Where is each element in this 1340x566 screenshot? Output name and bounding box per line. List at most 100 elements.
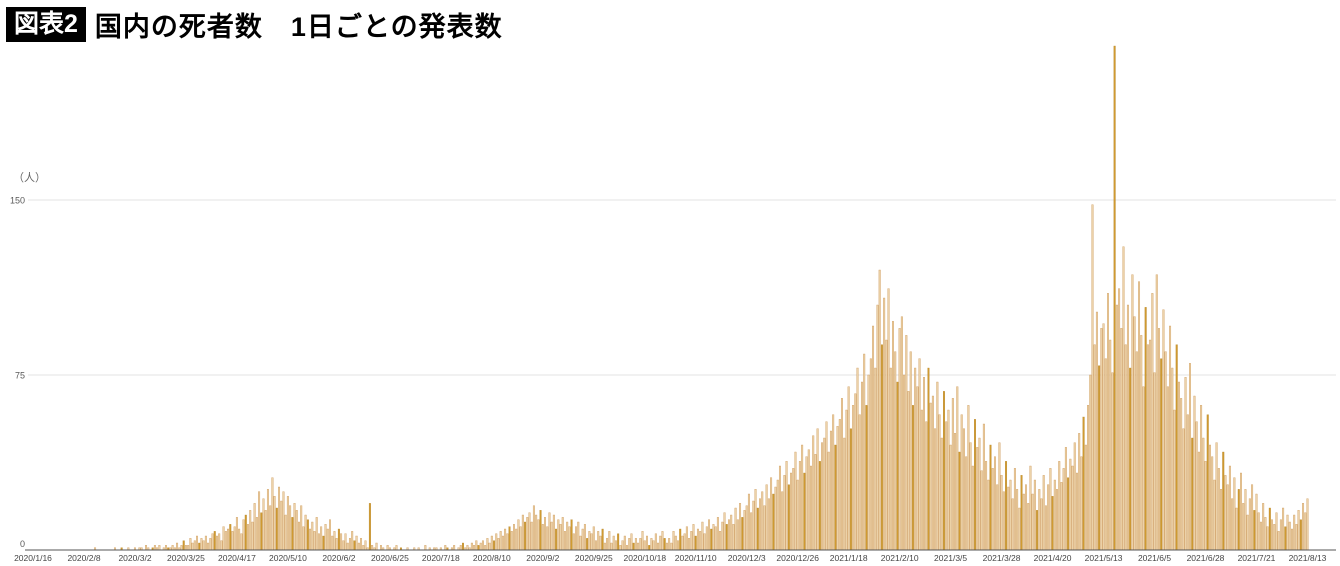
bar	[1182, 428, 1185, 551]
bar	[515, 528, 518, 551]
bar	[1118, 288, 1121, 551]
bar	[240, 533, 243, 551]
bar	[317, 533, 320, 551]
bar	[610, 542, 613, 551]
bar	[878, 269, 881, 551]
bar	[331, 535, 334, 551]
bar	[1109, 339, 1112, 551]
bar	[1284, 526, 1287, 551]
bar	[470, 542, 473, 551]
bar	[672, 531, 675, 551]
bar	[309, 528, 312, 551]
bar	[1033, 479, 1036, 551]
bar	[1290, 528, 1293, 551]
bar	[286, 496, 289, 551]
bar	[1246, 514, 1249, 551]
bar	[462, 542, 464, 551]
bar	[526, 517, 529, 551]
bar	[1122, 246, 1125, 551]
bar	[716, 517, 719, 551]
bar	[355, 535, 358, 551]
bar	[320, 526, 323, 551]
bar	[1286, 514, 1289, 551]
bar	[1056, 489, 1058, 551]
bar	[690, 531, 693, 551]
bar	[1228, 465, 1231, 551]
bar	[821, 442, 824, 551]
bar	[424, 545, 427, 551]
bar	[951, 398, 954, 551]
bar	[1082, 416, 1085, 551]
bar	[1107, 293, 1109, 551]
bar	[176, 542, 179, 551]
x-tick-label: 2020/9/2	[526, 553, 559, 563]
bar	[497, 538, 500, 551]
bar	[306, 519, 309, 551]
bar	[657, 542, 660, 551]
bar	[754, 489, 757, 551]
bar	[348, 538, 351, 551]
bar	[231, 531, 234, 551]
bar	[315, 517, 318, 551]
bar	[956, 386, 959, 551]
bar	[1013, 468, 1016, 551]
bar	[1075, 472, 1078, 551]
bar	[187, 545, 190, 551]
bar	[971, 465, 974, 551]
bar	[756, 507, 759, 551]
bar	[1195, 421, 1198, 551]
bar	[1293, 514, 1296, 551]
bar	[528, 512, 531, 551]
bar	[626, 545, 628, 551]
bar	[324, 524, 327, 551]
bar	[1124, 344, 1127, 551]
bar	[865, 405, 868, 551]
bar	[473, 545, 476, 551]
bar	[521, 514, 524, 551]
bar	[586, 538, 589, 551]
bar	[375, 542, 378, 551]
bar	[1189, 363, 1191, 551]
bar	[931, 395, 934, 551]
bar	[302, 526, 305, 551]
bar	[541, 524, 544, 551]
bar	[639, 538, 642, 551]
bar	[648, 545, 651, 551]
bar	[883, 297, 886, 551]
bar	[923, 377, 926, 551]
bar	[872, 325, 875, 551]
bar	[209, 538, 212, 551]
bar	[958, 451, 961, 551]
bar	[1002, 491, 1005, 551]
x-tick-label: 2021/8/13	[1289, 553, 1327, 563]
bar	[337, 528, 340, 551]
bar	[251, 521, 254, 551]
bar	[1180, 398, 1183, 551]
bar	[825, 421, 828, 551]
bar	[1120, 328, 1123, 551]
bar	[1095, 311, 1098, 551]
bar	[911, 405, 914, 551]
bar	[854, 393, 857, 551]
bar	[1266, 526, 1269, 551]
bar	[1025, 484, 1027, 551]
bar	[1255, 493, 1258, 551]
bar	[1093, 344, 1096, 551]
bar	[894, 351, 897, 551]
bar	[200, 538, 203, 551]
bar	[1166, 386, 1169, 551]
bar	[880, 344, 883, 551]
bar	[229, 524, 232, 551]
bar	[714, 526, 717, 551]
bar	[896, 381, 899, 551]
bar	[313, 531, 316, 551]
bar	[282, 491, 285, 551]
bar	[632, 542, 635, 551]
bar	[499, 531, 502, 551]
bar	[1153, 372, 1156, 551]
bar	[723, 512, 726, 551]
bar	[1211, 456, 1214, 551]
x-tick-label: 2020/7/18	[422, 553, 460, 563]
bar	[1080, 456, 1083, 551]
bar	[608, 531, 611, 551]
